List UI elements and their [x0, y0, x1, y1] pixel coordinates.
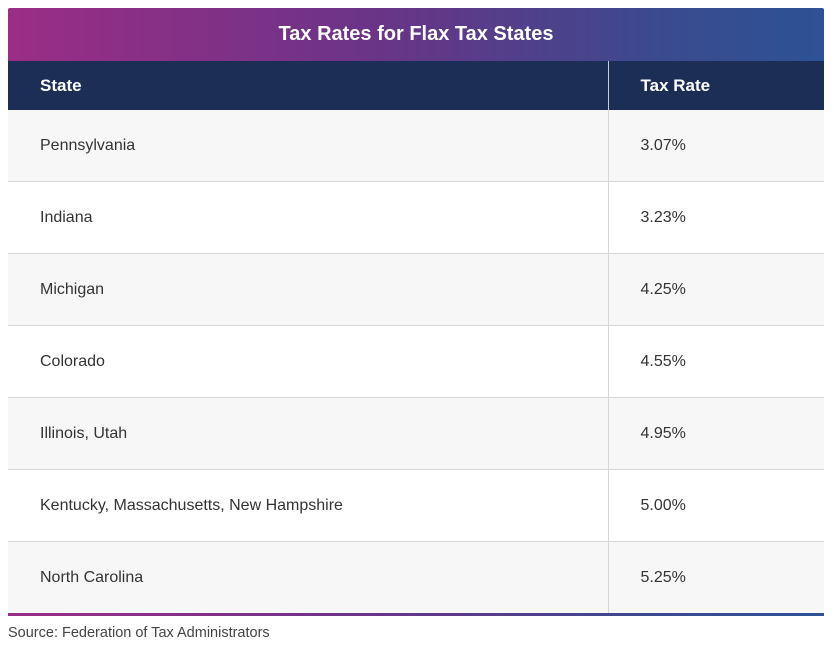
table-title: Tax Rates for Flax Tax States — [8, 8, 824, 61]
cell-tax-rate: 3.07% — [607, 110, 824, 182]
cell-state: Indiana — [8, 181, 608, 254]
cell-state: Kentucky, Massachusetts, New Hampshire — [8, 469, 608, 542]
source-note: Source: Federation of Tax Administrators — [8, 625, 270, 641]
table-header-row: State Tax Rate — [8, 61, 824, 110]
table-bottom-accent-bar — [8, 613, 824, 616]
column-header-tax-rate: Tax Rate — [607, 61, 824, 110]
cell-tax-rate: 5.00% — [607, 469, 824, 542]
cell-state: Michigan — [8, 253, 608, 326]
cell-state: Pennsylvania — [8, 110, 608, 182]
cell-state: North Carolina — [8, 541, 608, 613]
table-row: Pennsylvania 3.07% — [8, 110, 824, 182]
cell-tax-rate: 4.55% — [607, 325, 824, 398]
table-row: North Carolina 5.25% — [8, 541, 824, 613]
table-row: Indiana 3.23% — [8, 181, 824, 254]
tax-rates-table: State Tax Rate Pennsylvania 3.07% Indian… — [8, 61, 824, 613]
table-row: Michigan 4.25% — [8, 253, 824, 326]
table-row: Kentucky, Massachusetts, New Hampshire 5… — [8, 469, 824, 542]
table-row: Illinois, Utah 4.95% — [8, 397, 824, 470]
cell-tax-rate: 4.25% — [607, 253, 824, 326]
cell-tax-rate: 4.95% — [607, 397, 824, 470]
cell-state: Colorado — [8, 325, 608, 398]
tax-rates-table-container: Tax Rates for Flax Tax States State Tax … — [8, 8, 824, 616]
table-row: Colorado 4.55% — [8, 325, 824, 398]
cell-tax-rate: 5.25% — [607, 541, 824, 613]
cell-state: Illinois, Utah — [8, 397, 608, 470]
column-header-state: State — [8, 61, 608, 110]
cell-tax-rate: 3.23% — [607, 181, 824, 254]
